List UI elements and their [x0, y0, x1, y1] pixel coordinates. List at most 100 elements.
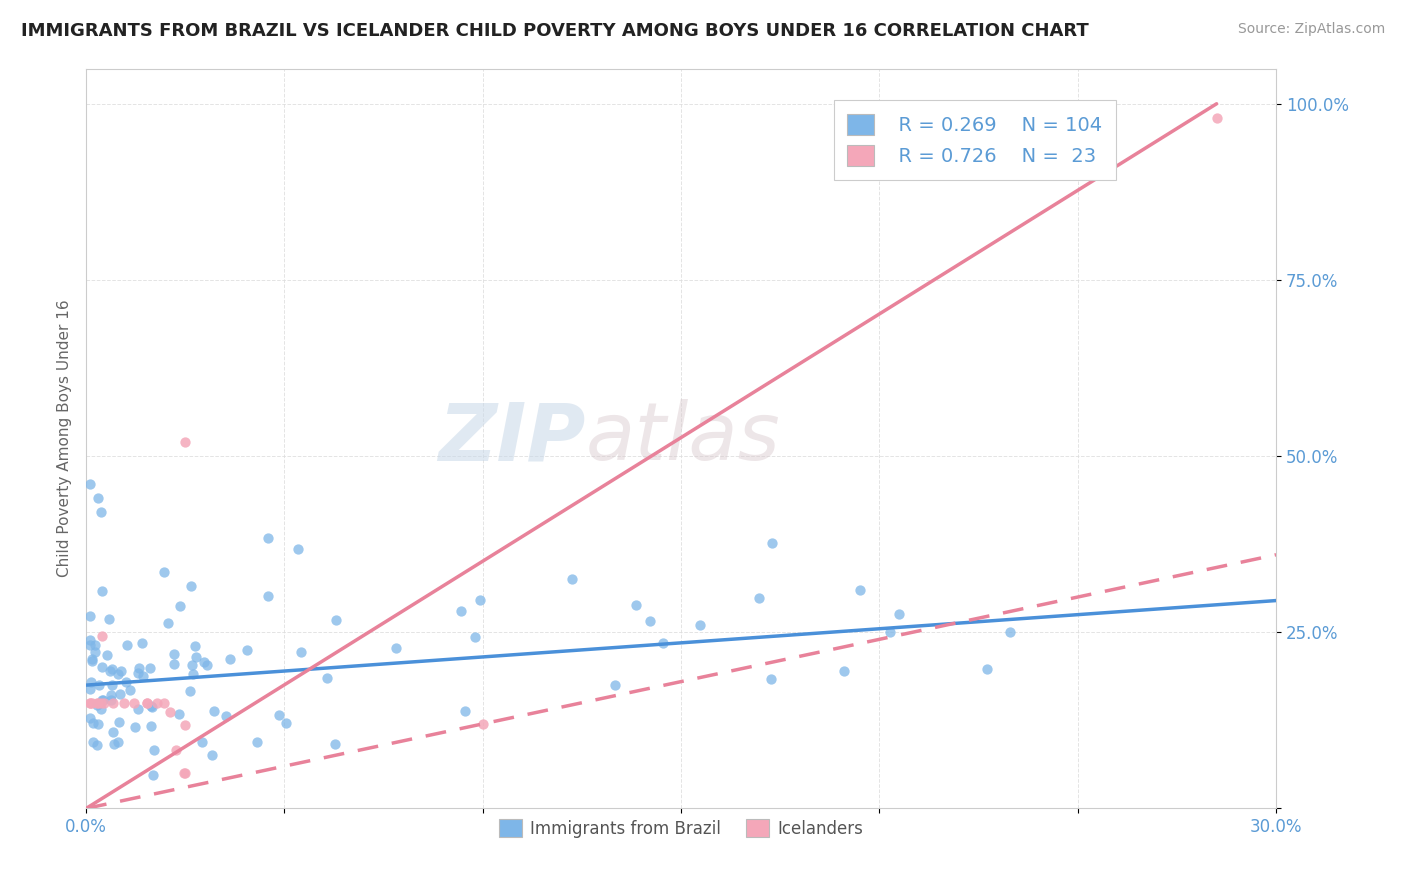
Point: [453, 704, 475, 718]
Point: [131, 669, 153, 683]
Point: [159, 705, 181, 719]
Point: [79, 711, 101, 725]
Point: [470, 593, 492, 607]
Point: [834, 665, 856, 679]
Point: [101, 678, 124, 692]
Point: [80, 696, 103, 710]
Point: [976, 662, 998, 676]
Point: [384, 641, 406, 656]
Point: [652, 636, 675, 650]
Point: [218, 651, 240, 665]
Point: [257, 531, 280, 545]
Point: [124, 719, 146, 733]
Point: [142, 743, 165, 757]
Point: [236, 643, 259, 657]
Point: [80, 654, 103, 668]
Point: [761, 672, 783, 686]
Point: [169, 706, 191, 721]
Point: [689, 617, 711, 632]
Point: [169, 599, 191, 613]
Point: [100, 693, 122, 707]
Point: [180, 579, 202, 593]
Point: [163, 647, 186, 661]
Point: [82, 735, 104, 749]
Point: [79, 696, 101, 710]
Point: [79, 608, 101, 623]
Point: [139, 661, 162, 675]
Text: IMMIGRANTS FROM BRAZIL VS ICELANDER CHILD POVERTY AMONG BOYS UNDER 16 CORRELATIO: IMMIGRANTS FROM BRAZIL VS ICELANDER CHIL…: [21, 22, 1088, 40]
Point: [290, 645, 312, 659]
Point: [117, 638, 139, 652]
Point: [108, 687, 131, 701]
Point: [79, 477, 101, 491]
Point: [101, 725, 124, 739]
Point: [201, 748, 224, 763]
Point: [112, 696, 135, 710]
Point: [90, 660, 112, 674]
Point: [624, 599, 647, 613]
Point: [101, 696, 124, 710]
Point: [181, 667, 204, 681]
Point: [84, 639, 107, 653]
Point: [174, 718, 197, 732]
Point: [93, 696, 115, 710]
Point: [202, 704, 225, 718]
Point: [87, 717, 110, 731]
Point: [173, 766, 195, 780]
Point: [79, 638, 101, 652]
Point: [135, 696, 157, 710]
Point: [287, 541, 309, 556]
Point: [748, 591, 770, 606]
Point: [110, 665, 132, 679]
Point: [157, 615, 180, 630]
Point: [131, 635, 153, 649]
Point: [141, 699, 163, 714]
Point: [128, 661, 150, 675]
Point: [89, 697, 111, 711]
Point: [561, 572, 583, 586]
Point: [638, 615, 661, 629]
Point: [90, 696, 112, 710]
Point: [82, 716, 104, 731]
Text: atlas: atlas: [586, 400, 780, 477]
Point: [191, 735, 214, 749]
Point: [464, 630, 486, 644]
Point: [180, 658, 202, 673]
Point: [1205, 111, 1227, 125]
Point: [269, 708, 291, 723]
Point: [87, 491, 110, 506]
Point: [90, 693, 112, 707]
Point: [79, 681, 101, 696]
Point: [325, 613, 347, 627]
Point: [174, 435, 197, 450]
Y-axis label: Child Poverty Among Boys Under 16: Child Poverty Among Boys Under 16: [58, 300, 72, 577]
Point: [79, 696, 101, 710]
Point: [122, 696, 145, 710]
Point: [153, 696, 176, 710]
Point: [118, 683, 141, 698]
Point: [184, 640, 207, 654]
Point: [100, 688, 122, 702]
Point: [87, 696, 110, 710]
Point: [179, 683, 201, 698]
Point: [325, 737, 347, 751]
Point: [450, 604, 472, 618]
Point: [163, 657, 186, 672]
Point: [91, 584, 114, 599]
Text: Source: ZipAtlas.com: Source: ZipAtlas.com: [1237, 22, 1385, 37]
Point: [603, 678, 626, 692]
Point: [889, 607, 911, 621]
Point: [998, 624, 1021, 639]
Point: [215, 708, 238, 723]
Point: [107, 734, 129, 748]
Point: [107, 666, 129, 681]
Legend: Immigrants from Brazil, Icelanders: Immigrants from Brazil, Icelanders: [492, 813, 870, 845]
Point: [90, 629, 112, 643]
Point: [80, 674, 103, 689]
Point: [246, 735, 269, 749]
Point: [86, 696, 108, 710]
Point: [107, 715, 129, 730]
Point: [139, 719, 162, 733]
Point: [96, 648, 118, 662]
Point: [849, 582, 872, 597]
